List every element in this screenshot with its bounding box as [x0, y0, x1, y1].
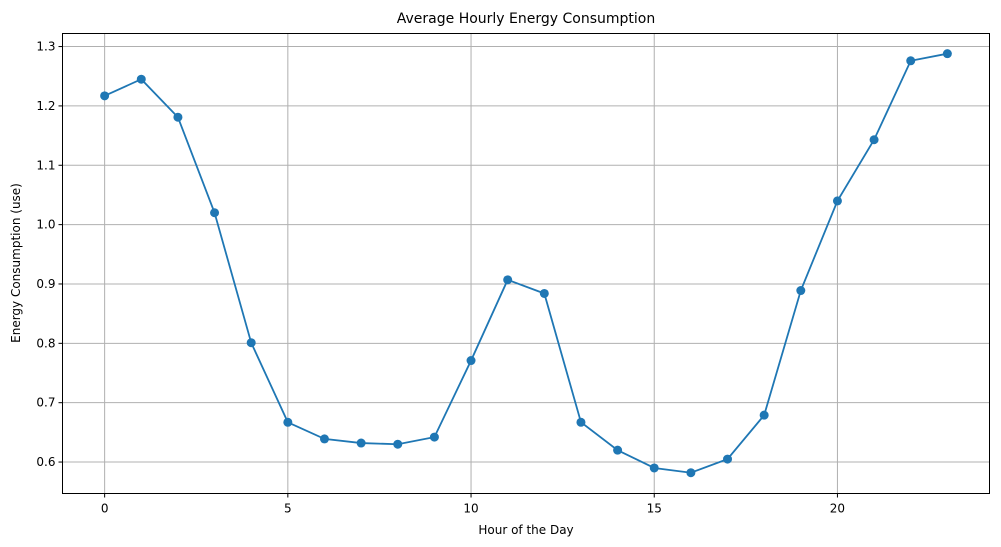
- y-tick-label: 0.7: [36, 396, 55, 410]
- data-point: [759, 410, 769, 420]
- y-tick-label: 1.2: [36, 99, 55, 113]
- data-point: [429, 432, 439, 442]
- data-point: [246, 338, 256, 348]
- data-point: [466, 356, 476, 366]
- x-tick-label: 20: [830, 502, 845, 516]
- data-point: [393, 439, 403, 449]
- data-point: [210, 208, 220, 218]
- x-axis-ticks: 0 5 10 15 20: [101, 493, 845, 516]
- grid: [62, 33, 990, 494]
- data-point: [686, 468, 696, 478]
- y-tick-label: 1.0: [36, 218, 55, 232]
- data-point: [173, 112, 183, 122]
- x-tick-label: 10: [463, 502, 478, 516]
- chart-title: Average Hourly Energy Consumption: [397, 11, 655, 27]
- data-point: [942, 49, 952, 59]
- data-point: [539, 288, 549, 298]
- series-line: [104, 52, 948, 474]
- y-tick-label: 1.1: [36, 158, 55, 172]
- data-point: [136, 74, 146, 84]
- data-point: [356, 438, 366, 448]
- data-point: [576, 417, 586, 427]
- data-point: [869, 135, 879, 145]
- y-axis-ticks: 0.6 0.7 0.8 0.9 1.0 1.1 1.2 1.3: [36, 40, 63, 469]
- x-tick-label: 5: [284, 502, 292, 516]
- data-point: [649, 463, 659, 473]
- data-point: [906, 56, 916, 66]
- plot-frame: [62, 33, 990, 494]
- data-point: [796, 286, 806, 296]
- y-tick-label: 0.8: [36, 336, 55, 350]
- x-tick-label: 15: [647, 502, 662, 516]
- x-tick-label: 0: [101, 502, 109, 516]
- y-tick-label: 0.9: [36, 277, 55, 291]
- x-axis-label: Hour of the Day: [478, 523, 573, 537]
- data-point: [613, 445, 623, 455]
- data-point: [319, 434, 329, 444]
- data-point: [283, 417, 293, 427]
- series-points: [100, 49, 952, 478]
- data-point: [503, 275, 513, 285]
- data-point: [832, 196, 842, 206]
- y-tick-label: 0.6: [36, 455, 55, 469]
- data-point: [723, 454, 733, 464]
- data-point: [100, 91, 110, 101]
- y-axis-label: Energy Consumption (use): [9, 183, 23, 343]
- y-tick-label: 1.3: [36, 40, 55, 54]
